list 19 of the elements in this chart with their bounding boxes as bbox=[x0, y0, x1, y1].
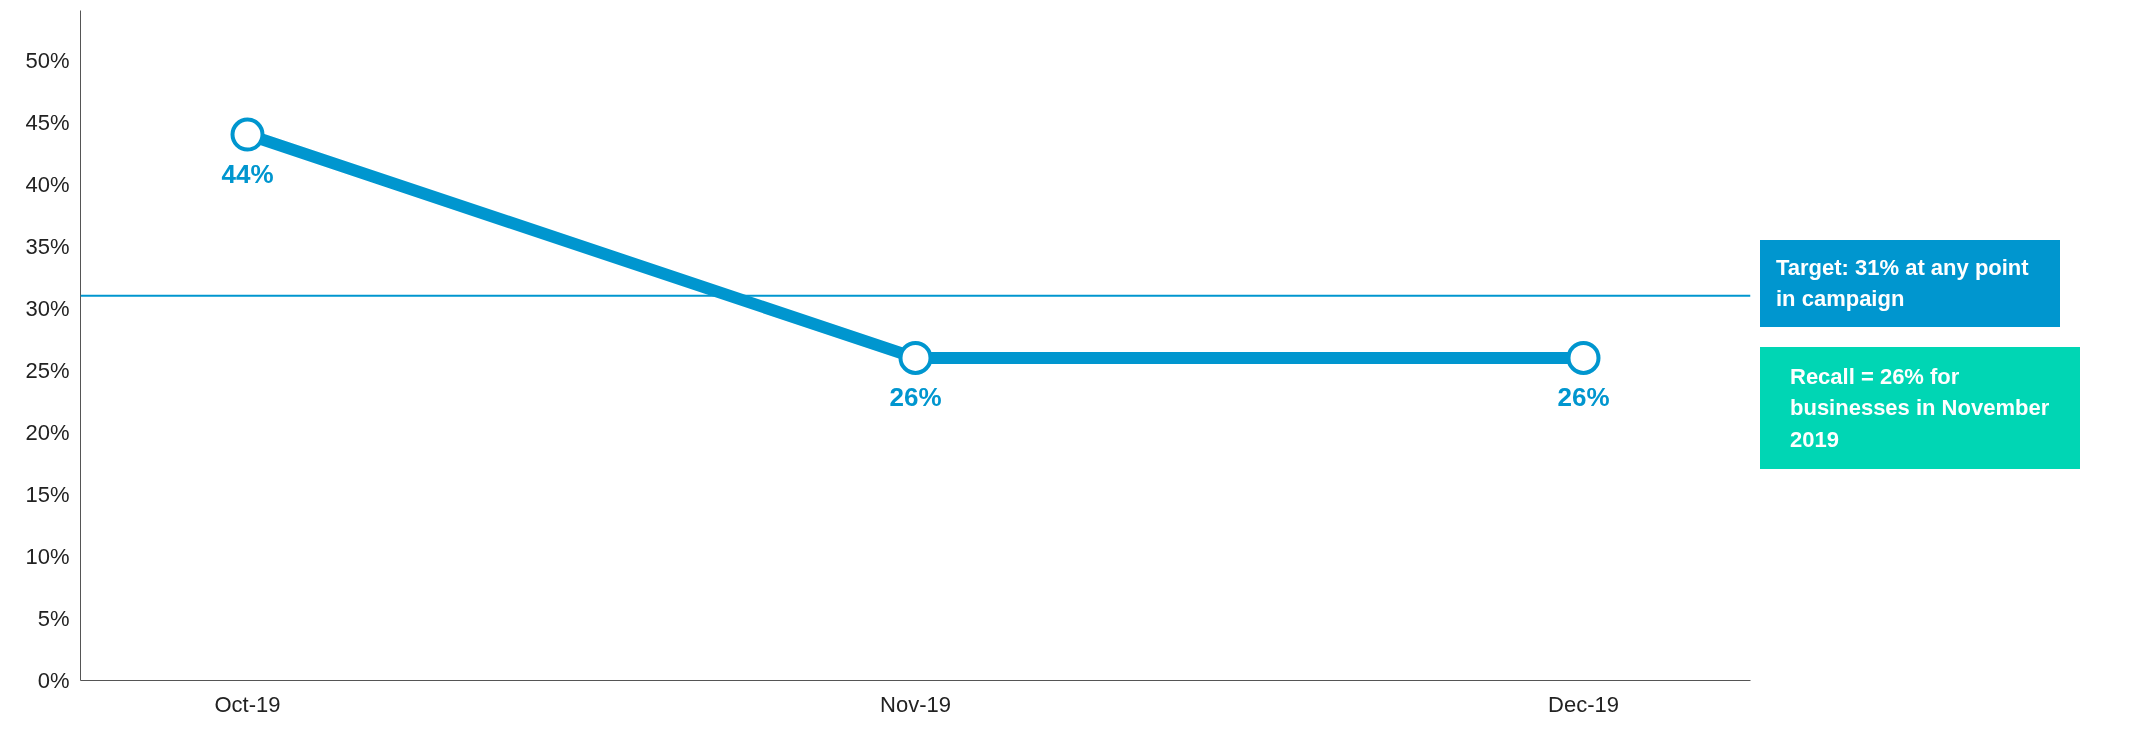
y-tick-label: 50% bbox=[25, 47, 70, 73]
x-tick-label: Oct-19 bbox=[214, 691, 281, 717]
data-label: 44% bbox=[221, 158, 274, 189]
ref-line-label: Target: 31% at any point in campaign bbox=[1776, 254, 2030, 314]
data-label: 26% bbox=[889, 381, 942, 412]
y-tick-label: 10% bbox=[25, 543, 70, 569]
y-tick-label: 40% bbox=[25, 171, 70, 197]
y-tick-label: 5% bbox=[37, 605, 70, 631]
y-tick-label: 0% bbox=[37, 668, 70, 693]
y-tick-label: 15% bbox=[25, 481, 70, 507]
y-tick-label: 25% bbox=[25, 357, 70, 383]
data-label: 26% bbox=[1557, 381, 1610, 412]
y-tick-label: 45% bbox=[25, 109, 70, 135]
y-tick-label: 20% bbox=[25, 419, 70, 445]
y-tick-label: 35% bbox=[25, 233, 70, 259]
x-tick-label: Dec-19 bbox=[1548, 691, 1619, 717]
x-tick-label: Nov-19 bbox=[880, 691, 951, 717]
y-tick-label: 30% bbox=[25, 295, 70, 321]
text: Recall = 26% for businesses in November 2019 bbox=[1790, 362, 2050, 454]
